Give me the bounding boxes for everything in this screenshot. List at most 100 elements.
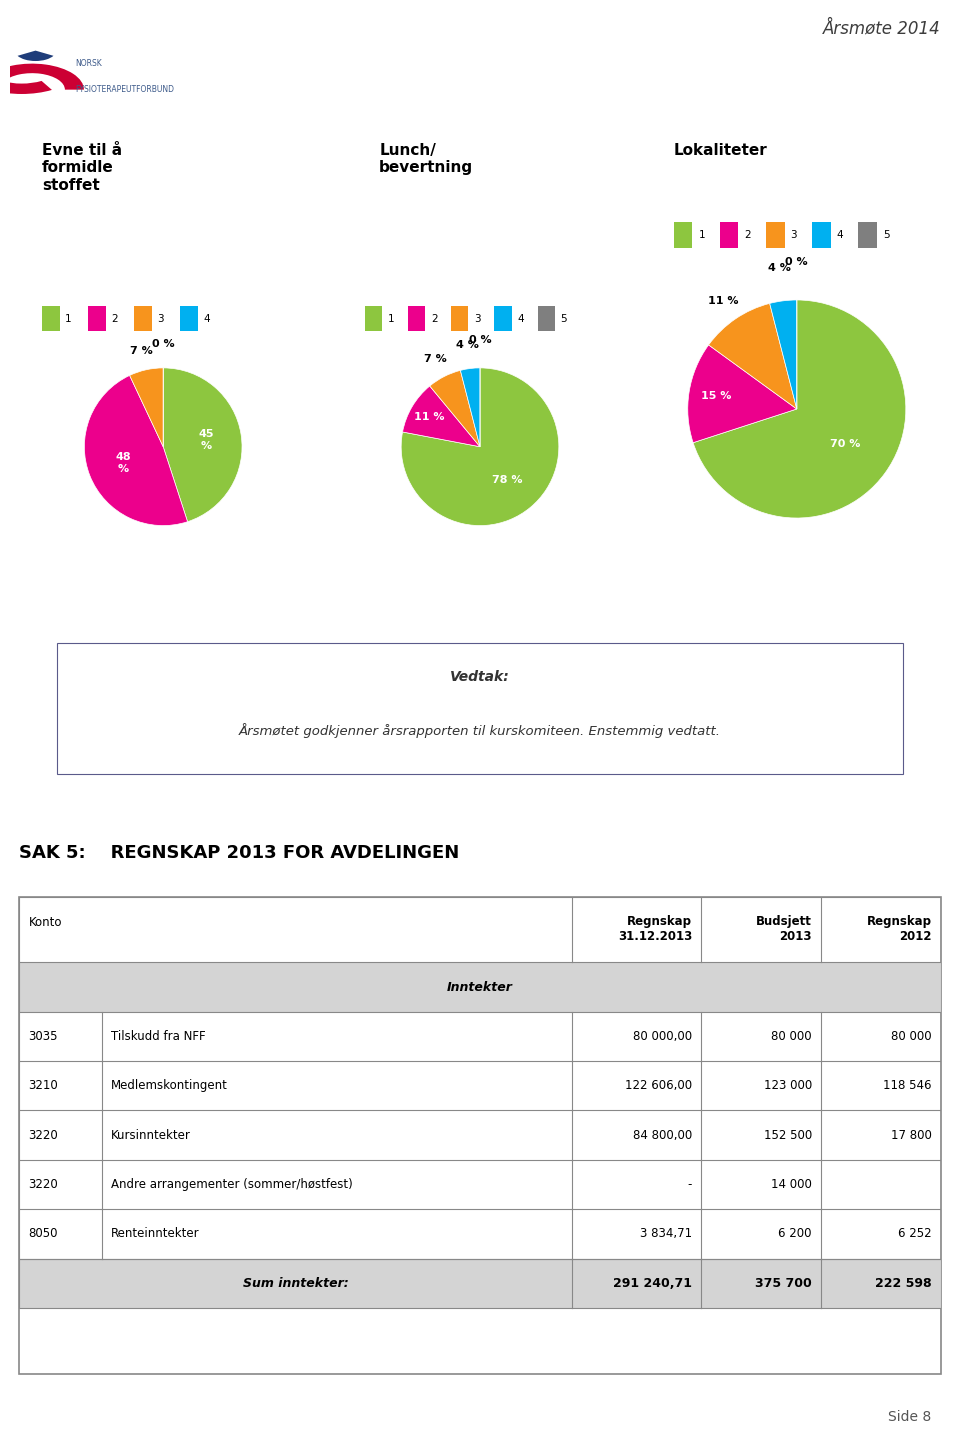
Bar bbox=[821, 1258, 941, 1307]
Text: 0 %: 0 % bbox=[152, 340, 175, 350]
Text: 3 834,71: 3 834,71 bbox=[640, 1228, 692, 1241]
Text: Regnskap
31.12.2013: Regnskap 31.12.2013 bbox=[617, 915, 692, 943]
Text: Kursinntekter: Kursinntekter bbox=[111, 1129, 191, 1141]
Text: 4: 4 bbox=[517, 314, 524, 324]
Bar bbox=[42, 307, 60, 331]
Text: 3210: 3210 bbox=[29, 1079, 59, 1092]
Text: 3: 3 bbox=[157, 314, 164, 324]
Text: Regnskap
2012: Regnskap 2012 bbox=[867, 915, 931, 943]
Wedge shape bbox=[402, 386, 480, 447]
Text: Andre arrangementer (sommer/høstfest): Andre arrangementer (sommer/høstfest) bbox=[111, 1178, 353, 1192]
Text: 1: 1 bbox=[388, 314, 395, 324]
Text: Tilskudd fra NFF: Tilskudd fra NFF bbox=[111, 1030, 206, 1043]
Bar bbox=[674, 223, 692, 247]
Text: SAK 5:    REGNSKAP 2013 FOR AVDELINGEN: SAK 5: REGNSKAP 2013 FOR AVDELINGEN bbox=[19, 844, 460, 862]
Bar bbox=[134, 307, 152, 331]
Text: 0 %: 0 % bbox=[468, 335, 492, 346]
Text: 375 700: 375 700 bbox=[755, 1277, 812, 1290]
Text: 3: 3 bbox=[474, 314, 481, 324]
Text: 11 %: 11 % bbox=[414, 412, 444, 422]
Text: 5: 5 bbox=[883, 230, 890, 240]
Wedge shape bbox=[708, 304, 797, 409]
Wedge shape bbox=[687, 346, 797, 442]
Text: 6 200: 6 200 bbox=[779, 1228, 812, 1241]
Wedge shape bbox=[693, 299, 906, 518]
Bar bbox=[494, 307, 512, 331]
Text: 4: 4 bbox=[204, 314, 210, 324]
Text: 80 000: 80 000 bbox=[771, 1030, 812, 1043]
Text: Budsjett
2013: Budsjett 2013 bbox=[756, 915, 812, 943]
Wedge shape bbox=[461, 367, 480, 447]
Text: Evne til å
formidle
stoffet: Evne til å formidle stoffet bbox=[42, 143, 122, 192]
Text: Lokaliteter: Lokaliteter bbox=[674, 143, 768, 158]
Text: 1: 1 bbox=[699, 230, 706, 240]
Text: Medlemskontingent: Medlemskontingent bbox=[111, 1079, 228, 1092]
Text: 80 000,00: 80 000,00 bbox=[633, 1030, 692, 1043]
Text: 70 %: 70 % bbox=[830, 440, 860, 450]
Bar bbox=[858, 223, 876, 247]
Text: 4 %: 4 % bbox=[768, 263, 790, 273]
Text: 6 252: 6 252 bbox=[898, 1228, 931, 1241]
Text: NORSK: NORSK bbox=[75, 59, 102, 68]
Text: Renteinntekter: Renteinntekter bbox=[111, 1228, 200, 1241]
Bar bbox=[408, 307, 425, 331]
Text: 3220: 3220 bbox=[29, 1129, 59, 1141]
Text: 7 %: 7 % bbox=[424, 354, 446, 364]
Text: 3: 3 bbox=[791, 230, 798, 240]
Text: 8050: 8050 bbox=[29, 1228, 58, 1241]
Text: 17 800: 17 800 bbox=[891, 1129, 931, 1141]
Text: 48
%: 48 % bbox=[115, 453, 131, 473]
Text: 222 598: 222 598 bbox=[875, 1277, 931, 1290]
Text: 122 606,00: 122 606,00 bbox=[625, 1079, 692, 1092]
Bar bbox=[451, 307, 468, 331]
Text: 5: 5 bbox=[561, 314, 567, 324]
Text: Lunch/
bevertning: Lunch/ bevertning bbox=[379, 143, 473, 175]
Text: Inntekter: Inntekter bbox=[447, 980, 513, 993]
Bar bbox=[19, 1258, 572, 1307]
Text: Sum inntekter:: Sum inntekter: bbox=[243, 1277, 348, 1290]
Wedge shape bbox=[0, 64, 52, 94]
Bar bbox=[88, 307, 106, 331]
Text: 4 %: 4 % bbox=[456, 340, 479, 350]
Text: Konto: Konto bbox=[29, 917, 61, 930]
Text: 78 %: 78 % bbox=[492, 476, 523, 486]
Bar bbox=[701, 1258, 821, 1307]
Wedge shape bbox=[430, 370, 480, 447]
Text: FYSIOTERAPEUTFORBUND: FYSIOTERAPEUTFORBUND bbox=[75, 85, 175, 94]
Wedge shape bbox=[84, 376, 187, 525]
Text: 152 500: 152 500 bbox=[763, 1129, 812, 1141]
Wedge shape bbox=[17, 51, 54, 61]
Text: 0 %: 0 % bbox=[785, 257, 808, 268]
Text: Årsmøtet godkjenner årsrapporten til kurskomiteen. Enstemmig vedtatt.: Årsmøtet godkjenner årsrapporten til kur… bbox=[239, 723, 721, 737]
Text: 14 000: 14 000 bbox=[771, 1178, 812, 1192]
Text: 2: 2 bbox=[111, 314, 118, 324]
Wedge shape bbox=[401, 367, 559, 525]
Wedge shape bbox=[130, 367, 163, 447]
Text: 80 000: 80 000 bbox=[891, 1030, 931, 1043]
Bar bbox=[180, 307, 198, 331]
Text: 291 240,71: 291 240,71 bbox=[613, 1277, 692, 1290]
Wedge shape bbox=[0, 64, 84, 90]
Text: Vedtak:: Vedtak: bbox=[450, 669, 510, 684]
Text: 7 %: 7 % bbox=[131, 346, 153, 356]
Text: 2: 2 bbox=[745, 230, 752, 240]
Bar bbox=[365, 307, 382, 331]
Bar bbox=[19, 963, 941, 1012]
Text: 11 %: 11 % bbox=[708, 296, 738, 305]
Bar bbox=[572, 1258, 701, 1307]
Bar bbox=[812, 223, 830, 247]
Text: 4: 4 bbox=[837, 230, 844, 240]
Text: 2: 2 bbox=[431, 314, 438, 324]
Text: 3035: 3035 bbox=[29, 1030, 58, 1043]
Text: 3220: 3220 bbox=[29, 1178, 59, 1192]
Text: 1: 1 bbox=[65, 314, 72, 324]
Text: 123 000: 123 000 bbox=[763, 1079, 812, 1092]
Wedge shape bbox=[163, 367, 242, 522]
Text: 84 800,00: 84 800,00 bbox=[633, 1129, 692, 1141]
Bar bbox=[766, 223, 784, 247]
Wedge shape bbox=[770, 299, 797, 409]
Text: 118 546: 118 546 bbox=[883, 1079, 931, 1092]
Text: 45
%: 45 % bbox=[199, 429, 214, 451]
Text: Årsmøte 2014: Årsmøte 2014 bbox=[823, 20, 941, 38]
Bar bbox=[538, 307, 555, 331]
